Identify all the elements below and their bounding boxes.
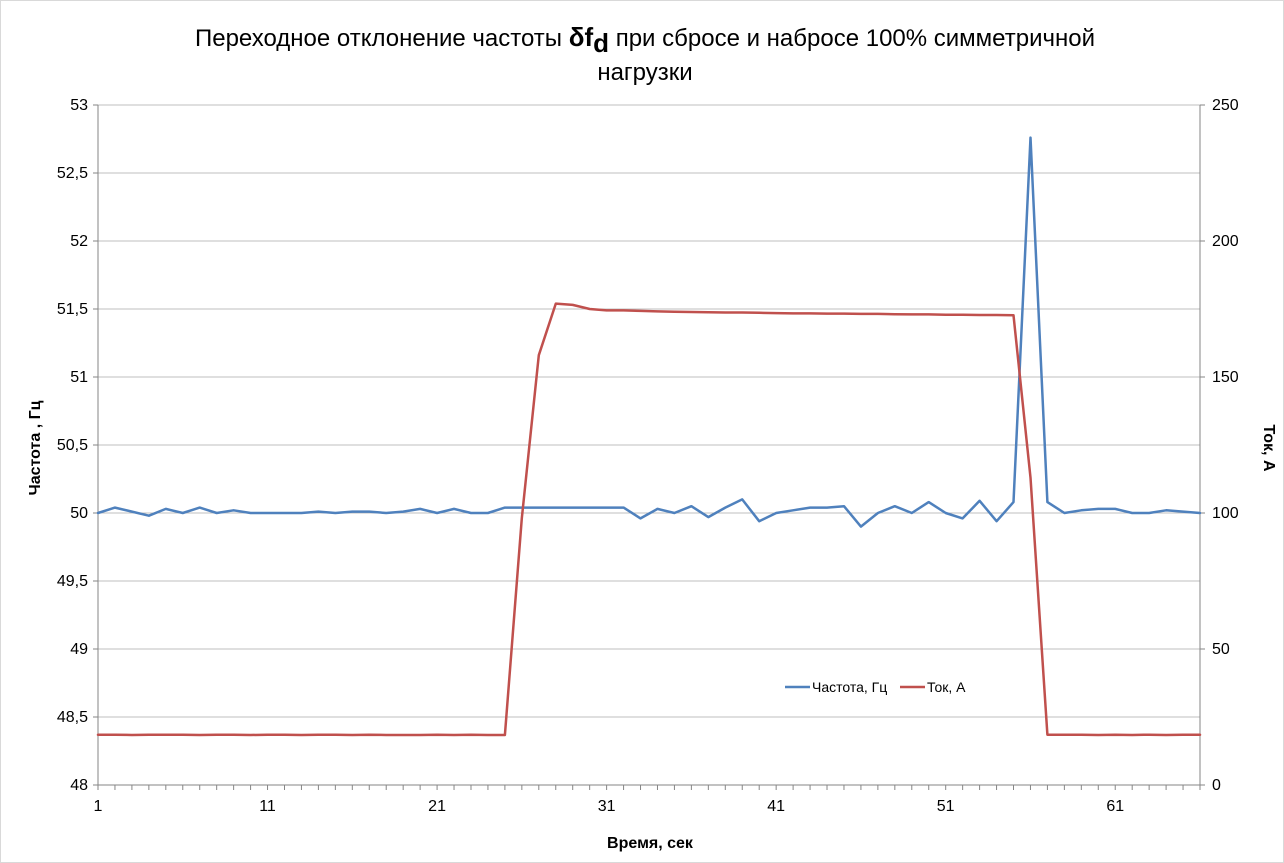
chart-title-line2: нагрузки: [597, 59, 692, 86]
y-left-tick-label: 52: [70, 233, 88, 250]
y-left-tick-label: 51: [70, 369, 88, 386]
y-left-tick-label: 48,5: [57, 709, 88, 726]
x-tick-label: 51: [937, 798, 955, 815]
y-left-tick-label: 48: [70, 777, 88, 794]
x-tick-label: 11: [259, 798, 276, 815]
y-left-tick-label: 52,5: [57, 165, 88, 182]
y-right-tick-label: 200: [1212, 233, 1239, 250]
legend-label-frequency: Частота, Гц: [812, 679, 887, 695]
legend: Частота, Гц Ток, А: [785, 679, 966, 695]
chart-title-symbol: δf: [569, 22, 594, 52]
y-left-tick-label: 50: [70, 505, 88, 522]
series-lines: [96, 136, 1202, 737]
series-line-current: [96, 302, 1202, 737]
legend-label-current: Ток, А: [927, 679, 966, 695]
y-right-tick-label: 100: [1212, 505, 1239, 522]
y-left-tick-label: 49,5: [57, 573, 88, 590]
chart-title-line1: Переходное отклонение частоты δfd при сб…: [195, 22, 1095, 58]
y-left-tick-label: 51,5: [57, 301, 88, 318]
y-right-tick-label: 250: [1212, 97, 1239, 114]
y-right-tick-label: 50: [1212, 641, 1230, 658]
x-tick-label: 1: [94, 798, 103, 815]
chart-title-after: при сбросе и набросе 100% симметричной: [609, 25, 1095, 52]
chart-title-subscript: d: [593, 28, 609, 58]
axes: 4848,54949,55050,55151,55252,55305010015…: [57, 97, 1239, 815]
series-line-frequency: [96, 136, 1202, 528]
y-left-tick-label: 53: [70, 97, 88, 114]
y-right-tick-label: 150: [1212, 369, 1239, 386]
x-tick-label: 31: [598, 798, 616, 815]
x-tick-label: 41: [767, 798, 785, 815]
y-left-axis-title: Частота , Гц: [27, 400, 44, 495]
x-tick-label: 21: [428, 798, 446, 815]
x-tick-label: 61: [1106, 798, 1124, 815]
y-right-tick-label: 0: [1212, 777, 1221, 794]
chart-title-before: Переходное отклонение частоты: [195, 25, 569, 52]
y-left-tick-label: 49: [70, 641, 88, 658]
y-right-axis-title: Ток, А: [1260, 425, 1277, 472]
x-axis-title: Время, сек: [607, 835, 694, 852]
y-left-tick-label: 50,5: [57, 437, 88, 454]
